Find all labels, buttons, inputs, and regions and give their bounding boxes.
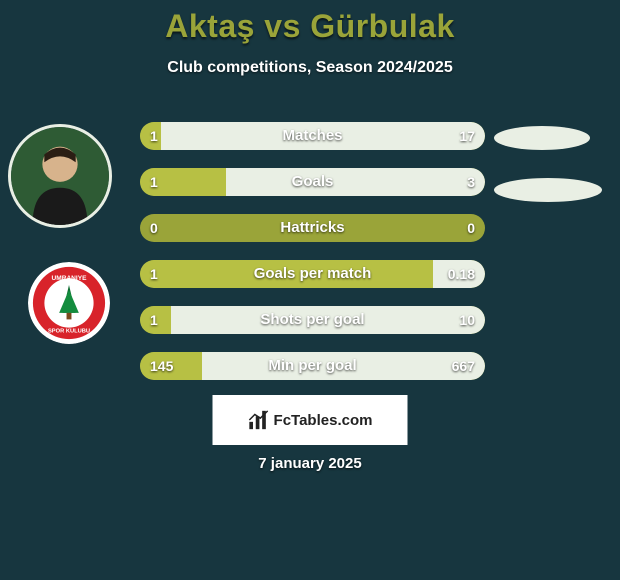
player1-club-badge: UMRANIYE SPOR KULUBU: [28, 262, 110, 344]
stat-bars: 117Matches 13Goals 00Hattricks 10.18Goals p…: [140, 122, 485, 398]
bar-label: Goals per match: [140, 260, 485, 288]
bar-label: Min per goal: [140, 352, 485, 380]
player1-avatar: [8, 124, 112, 228]
chart-icon: [248, 409, 270, 431]
bar-label: Matches: [140, 122, 485, 150]
comparison-infographic: Aktaş vs Gürbulak Club competitions, Sea…: [0, 0, 620, 580]
stat-bar: 13Goals: [140, 168, 485, 196]
bar-label: Goals: [140, 168, 485, 196]
date: 7 january 2025: [0, 455, 620, 472]
svg-text:UMRANIYE: UMRANIYE: [52, 275, 88, 282]
subtitle: Club competitions, Season 2024/2025: [0, 59, 620, 77]
stat-bar: 117Matches: [140, 122, 485, 150]
svg-text:SPOR KULUBU: SPOR KULUBU: [48, 329, 90, 335]
placeholder-ellipse: [494, 126, 590, 150]
stat-bar: 145667Min per goal: [140, 352, 485, 380]
bar-label: Hattricks: [140, 214, 485, 242]
stat-bar: 110Shots per goal: [140, 306, 485, 334]
source-badge: FcTables.com: [213, 395, 408, 445]
source-label: FcTables.com: [274, 412, 373, 429]
stat-bar: 10.18Goals per match: [140, 260, 485, 288]
title: Aktaş vs Gürbulak: [0, 0, 620, 45]
stat-bar: 00Hattricks: [140, 214, 485, 242]
bar-label: Shots per goal: [140, 306, 485, 334]
placeholder-ellipse: [494, 178, 602, 202]
